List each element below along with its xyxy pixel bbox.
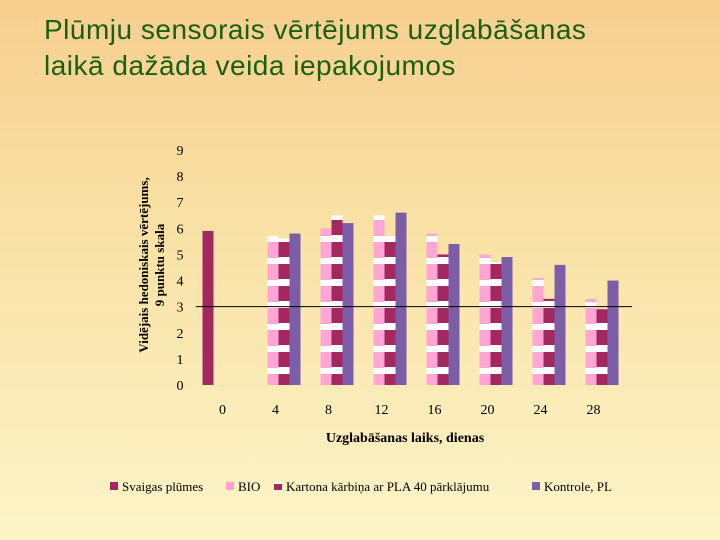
bar xyxy=(289,233,301,385)
x-axis-label: Uzglabāšanas laiks, dienas xyxy=(326,431,485,446)
x-tick-label: 4 xyxy=(272,403,279,418)
legend-entry: Kartona kārbiņa ar PLA 40 pārklājumu xyxy=(286,479,490,494)
x-tick-label: 20 xyxy=(481,403,495,418)
x-tick-label: 8 xyxy=(325,403,332,418)
y-tick-label: 4 xyxy=(177,275,184,290)
x-tick-label: 28 xyxy=(587,403,601,418)
legend-swatch xyxy=(110,482,118,490)
bar xyxy=(543,298,555,385)
bar xyxy=(267,236,279,385)
bar xyxy=(501,257,513,385)
bar xyxy=(278,238,290,385)
bar xyxy=(585,298,597,385)
slide-title: Plūmju sensorais vērtējums uzglabāšanas … xyxy=(44,14,587,81)
x-tick-label: 0 xyxy=(219,403,226,418)
legend: Svaigas plūmes BIO Kartona kārbiņa ar PLA … xyxy=(110,479,612,494)
y-axis-label: Vidējais hedoniskais vērtējums, xyxy=(136,177,151,352)
bar xyxy=(532,277,544,385)
y-tick-label: 8 xyxy=(177,170,184,185)
x-tick-label: 16 xyxy=(428,403,442,418)
bar xyxy=(426,233,438,385)
bar xyxy=(448,244,460,385)
bar xyxy=(342,223,354,385)
bar xyxy=(395,212,407,385)
bar xyxy=(479,254,491,385)
legend-entry: Svaigas plūmes xyxy=(122,479,203,494)
legend-swatch xyxy=(532,482,540,490)
y-tick-label: 0 xyxy=(177,379,184,394)
y-tick-label: 5 xyxy=(177,248,184,263)
legend-swatch xyxy=(274,482,282,490)
bar xyxy=(373,215,385,385)
x-tick-label: 12 xyxy=(375,403,389,418)
bar xyxy=(202,230,214,385)
bar xyxy=(384,236,396,385)
bar xyxy=(490,262,502,385)
legend-swatch xyxy=(226,482,234,490)
x-tick-label: 24 xyxy=(534,403,548,418)
y-axis-label: 9 punktu skala xyxy=(152,223,167,306)
y-tick-label: 6 xyxy=(177,222,184,237)
y-tick-label: 9 xyxy=(177,144,184,159)
bar xyxy=(331,215,343,385)
y-tick-label: 1 xyxy=(177,353,184,368)
bar xyxy=(596,309,608,385)
legend-entry: BIO xyxy=(238,479,260,494)
bar xyxy=(437,254,449,385)
legend-entry: Kontrole, PL xyxy=(544,479,612,494)
bar xyxy=(607,280,619,385)
y-tick-label: 3 xyxy=(177,301,184,316)
y-tick-label: 7 xyxy=(177,196,184,211)
y-tick-label: 2 xyxy=(177,327,184,342)
bar xyxy=(554,264,566,385)
